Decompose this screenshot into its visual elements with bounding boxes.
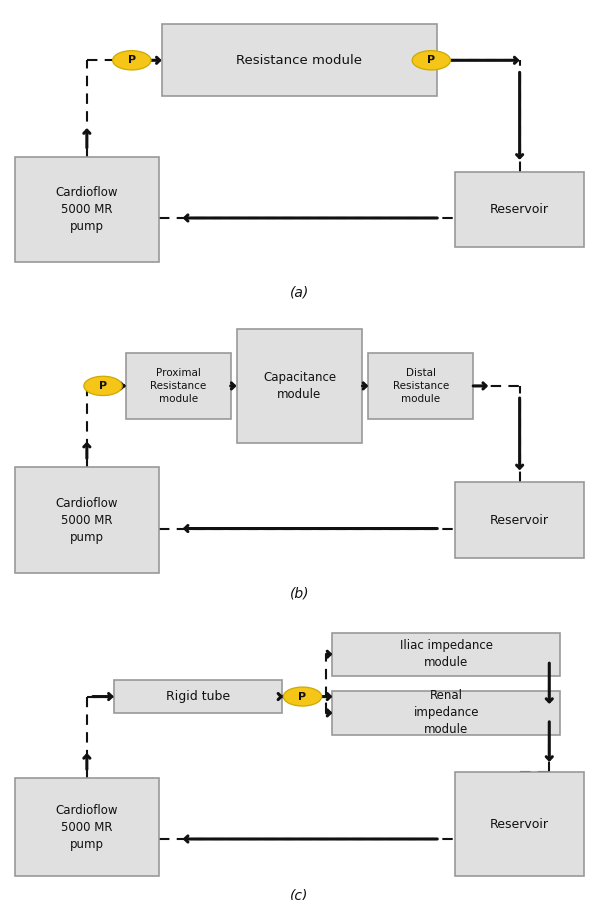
Text: (c): (c) [291,888,308,900]
Text: Reservoir: Reservoir [490,203,549,216]
Text: P: P [298,691,307,702]
Text: Distal
Resistance
module: Distal Resistance module [393,368,449,404]
Circle shape [412,50,450,70]
Text: (a): (a) [290,285,309,300]
Bar [332,690,560,735]
Text: (b): (b) [290,587,309,601]
Bar [455,482,584,558]
Bar [368,353,473,419]
Bar [15,157,159,262]
Bar [162,24,437,96]
Text: P: P [128,55,136,66]
Text: Reservoir: Reservoir [490,514,549,526]
Text: Proximal
Resistance
module: Proximal Resistance module [150,368,206,404]
Circle shape [113,50,151,70]
Circle shape [283,687,322,707]
Text: Capacitance
module: Capacitance module [263,371,336,400]
Bar [15,467,159,573]
Bar [126,353,231,419]
Bar [455,772,584,877]
Text: P: P [99,381,107,391]
Text: Resistance module: Resistance module [237,54,362,67]
Text: Cardioflow
5000 MR
pump: Cardioflow 5000 MR pump [56,497,118,544]
Text: P: P [427,55,435,66]
Text: Reservoir: Reservoir [490,818,549,831]
Bar [455,172,584,248]
Circle shape [84,376,122,396]
Text: Iliac impedance
module: Iliac impedance module [400,639,493,670]
Text: Cardioflow
5000 MR
pump: Cardioflow 5000 MR pump [56,186,118,233]
Bar [237,328,362,443]
Bar [114,680,282,713]
Text: Rigid tube: Rigid tube [165,690,230,703]
Text: Cardioflow
5000 MR
pump: Cardioflow 5000 MR pump [56,804,118,850]
Text: Renal
impedance
module: Renal impedance module [413,689,479,736]
Bar [15,778,159,877]
Bar [332,633,560,676]
